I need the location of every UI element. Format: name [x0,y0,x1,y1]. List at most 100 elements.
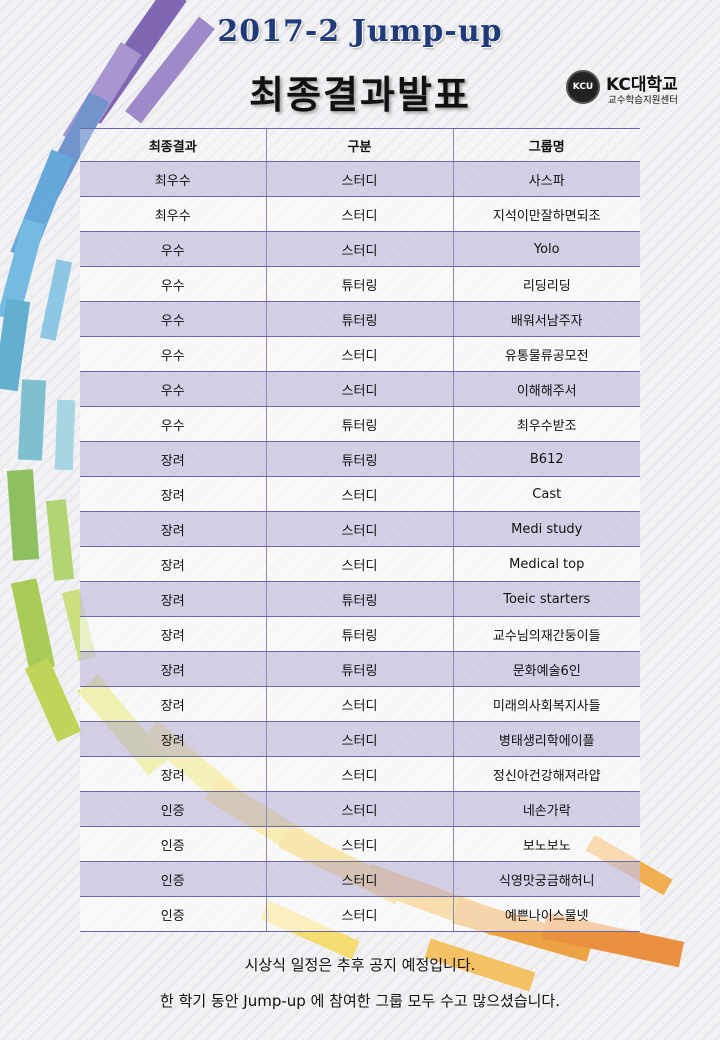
cell-group: 교수님의재간둥이들 [452,616,640,652]
cell-result: 우수 [80,371,266,407]
cell-type: 스터디 [265,896,453,932]
title-english: 2017-2 Jump-up [217,14,503,49]
cell-type: 튜터링 [265,301,453,337]
table-row: 장려 스터디 미래의사회복지사들 [80,686,640,722]
cell-group: 네손가락 [452,791,640,827]
cell-type: 스터디 [265,336,453,372]
cell-result: 인증 [80,896,266,932]
cell-group: 문화예술6인 [452,651,640,687]
cell-group: Cast [452,476,640,512]
university-emblem-icon: KCU [566,70,600,104]
cell-type: 스터디 [265,476,453,512]
table-row: 우수 튜터링 배워서남주자 [80,301,640,337]
table-row: 최우수 스터디 지석이만잘하면되조 [80,196,640,232]
cell-result: 최우수 [80,196,266,232]
cell-result: 장려 [80,581,266,617]
results-table-container: 최종결과 구분 그룹명 최우수 스터디 사스파 최우수 스터디 지석이만잘하면되조 우수 스터… [80,128,640,932]
cell-type: 튜터링 [265,616,453,652]
thank-you-message: 한 학기 동안 Jump-up 에 참여한 그룹 모두 수고 많으셨습니다. [160,992,560,1010]
cell-type: 스터디 [265,721,453,757]
cell-type: 스터디 [265,686,453,722]
cell-result: 장려 [80,616,266,652]
cell-group: 정신아건강해져라얍 [452,756,640,792]
cell-group: 리딩리딩 [452,266,640,302]
table-row: 장려 튜터링 문화예술6인 [80,651,640,687]
cell-group: 최우수받조 [452,406,640,442]
cell-result: 장려 [80,476,266,512]
cell-group: 지석이만잘하면되조 [452,196,640,232]
cell-group: 사스파 [452,161,640,197]
cell-type: 튜터링 [265,651,453,687]
cell-result: 인증 [80,861,266,897]
table-row: 인증 스터디 보노보노 [80,826,640,862]
cell-result: 장려 [80,756,266,792]
cell-type: 튜터링 [265,266,453,302]
university-logo: KCU KC대학교 교수학습지원센터 [566,70,706,110]
cell-group: 병태생리학에이플 [452,721,640,757]
cell-result: 우수 [80,301,266,337]
cell-group: 식영맛궁금해허니 [452,861,640,897]
table-row: 장려 튜터링 B612 [80,441,640,477]
table-row: 장려 스터디 Medical top [80,546,640,582]
cell-result: 장려 [80,651,266,687]
cell-group: 보노보노 [452,826,640,862]
cell-result: 장려 [80,686,266,722]
cell-type: 튜터링 [265,441,453,477]
cell-type: 스터디 [265,791,453,827]
cell-group: Medi study [452,511,640,547]
table-row: 장려 튜터링 교수님의재간둥이들 [80,616,640,652]
table-row: 장려 스터디 Cast [80,476,640,512]
cell-result: 장려 [80,546,266,582]
table-row: 우수 튜터링 리딩리딩 [80,266,640,302]
header-result: 최종결과 [80,128,266,162]
cell-type: 스터디 [265,231,453,267]
cell-type: 스터디 [265,826,453,862]
cell-result: 우수 [80,336,266,372]
table-row: 최우수 스터디 사스파 [80,161,640,197]
cell-group: 미래의사회복지사들 [452,686,640,722]
cell-type: 스터디 [265,371,453,407]
table-row: 우수 튜터링 최우수받조 [80,406,640,442]
table-row: 우수 스터디 Yolo [80,231,640,267]
table-row: 인증 스터디 식영맛궁금해허니 [80,861,640,897]
cell-result: 최우수 [80,161,266,197]
cell-group: 예쁜나이스물넷 [452,896,640,932]
cell-result: 장려 [80,721,266,757]
table-row: 인증 스터디 네손가락 [80,791,640,827]
cell-result: 인증 [80,791,266,827]
ceremony-notice: 시상식 일정은 추후 공지 예정입니다. [244,956,476,974]
cell-type: 스터디 [265,861,453,897]
cell-group: 이해해주서 [452,371,640,407]
cell-result: 우수 [80,231,266,267]
cell-result: 우수 [80,406,266,442]
cell-type: 튜터링 [265,581,453,617]
table-row: 우수 스터디 이해해주서 [80,371,640,407]
cell-group: 배워서남주자 [452,301,640,337]
cell-group: Toeic starters [452,581,640,617]
cell-group: B612 [452,441,640,477]
cell-group: Medical top [452,546,640,582]
title-korean: 최종결과발표 [249,73,471,117]
table-row: 장려 스터디 Medi study [80,511,640,547]
cell-result: 장려 [80,441,266,477]
table-row: 장려 튜터링 Toeic starters [80,581,640,617]
cell-type: 스터디 [265,756,453,792]
header-group: 그룹명 [452,128,640,162]
university-name: KC대학교 [606,75,678,95]
results-table: 최종결과 구분 그룹명 최우수 스터디 사스파 최우수 스터디 지석이만잘하면되조 우수 스터… [80,128,640,932]
cell-type: 스터디 [265,511,453,547]
center-name: 교수학습지원센터 [608,95,678,106]
table-row: 장려 스터디 정신아건강해져라얍 [80,756,640,792]
cell-group: Yolo [452,231,640,267]
cell-type: 스터디 [265,196,453,232]
cell-type: 스터디 [265,546,453,582]
table-row: 인증 스터디 예쁜나이스물넷 [80,896,640,932]
header-type: 구분 [265,128,453,162]
cell-result: 장려 [80,511,266,547]
cell-type: 튜터링 [265,406,453,442]
cell-result: 인증 [80,826,266,862]
table-row: 우수 스터디 유통물류공모전 [80,336,640,372]
cell-result: 우수 [80,266,266,302]
table-row: 장려 스터디 병태생리학에이플 [80,721,640,757]
cell-group: 유통물류공모전 [452,336,640,372]
